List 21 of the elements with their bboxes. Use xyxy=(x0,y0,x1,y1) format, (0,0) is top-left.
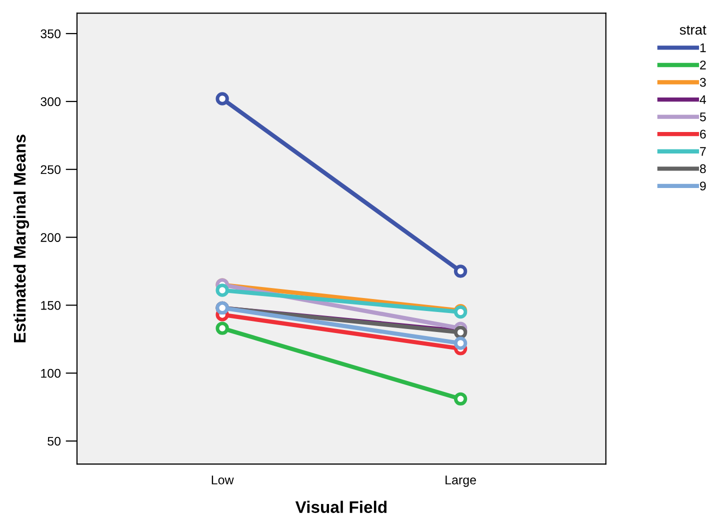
legend-label: 3 xyxy=(700,78,706,87)
legend-label: 2 xyxy=(700,60,706,70)
y-tick-label: 200 xyxy=(40,233,61,242)
y-tick-label: 50 xyxy=(48,436,61,446)
y-tick-label: 250 xyxy=(40,165,61,174)
legend-label: 1 xyxy=(700,43,706,52)
legend-label: 9 xyxy=(700,182,706,190)
y-tick-label: 300 xyxy=(40,97,61,106)
y-tick-label: 100 xyxy=(41,368,61,378)
y-tick-label: 150 xyxy=(41,301,61,310)
legend-label: 5 xyxy=(700,112,706,122)
x-tick-label: Low xyxy=(212,476,234,484)
legend-label: 6 xyxy=(700,130,706,139)
legend-title: strat xyxy=(680,26,706,35)
y-tick-label: 350 xyxy=(40,29,61,38)
x-axis-title: Visual Field xyxy=(295,500,387,514)
x-tick-label: Large xyxy=(446,476,476,487)
legend-label: 7 xyxy=(700,147,706,156)
y-axis-title: Estimated Marginal Means xyxy=(13,134,30,342)
legend-label: 8 xyxy=(700,164,706,174)
legend-label: 4 xyxy=(700,95,706,104)
